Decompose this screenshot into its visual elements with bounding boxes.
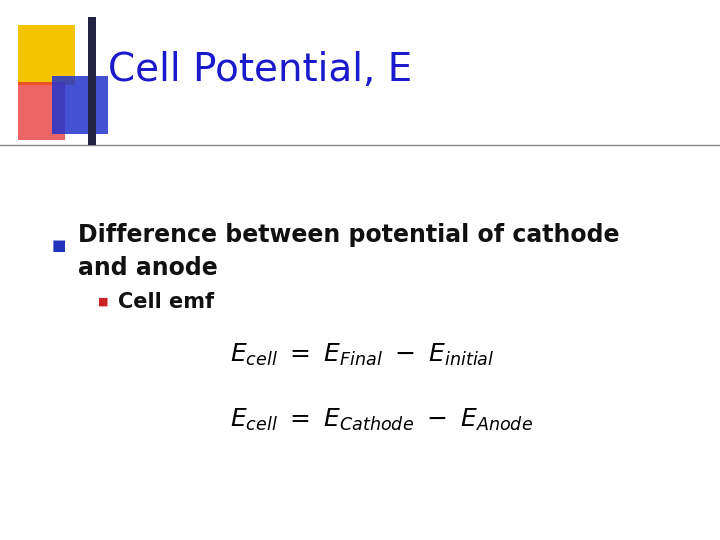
Text: $E_{cell}\ =\ E_{Cathode}\ -\ E_{Anode}$: $E_{cell}\ =\ E_{Cathode}\ -\ E_{Anode}$ xyxy=(230,407,533,433)
Text: ■: ■ xyxy=(98,297,109,307)
Text: Difference between potential of cathode: Difference between potential of cathode xyxy=(78,223,619,247)
Text: $E_{cell}\ =\ E_{Final}\ -\ E_{initial}$: $E_{cell}\ =\ E_{Final}\ -\ E_{initial}$ xyxy=(230,342,495,368)
Text: ■: ■ xyxy=(52,238,66,253)
Bar xyxy=(18,82,65,140)
Bar xyxy=(18,25,75,85)
Bar xyxy=(88,17,96,145)
Text: and anode: and anode xyxy=(78,256,217,280)
Text: Cell emf: Cell emf xyxy=(118,292,214,312)
Text: Cell Potential, E: Cell Potential, E xyxy=(108,51,413,89)
Bar xyxy=(52,76,108,134)
